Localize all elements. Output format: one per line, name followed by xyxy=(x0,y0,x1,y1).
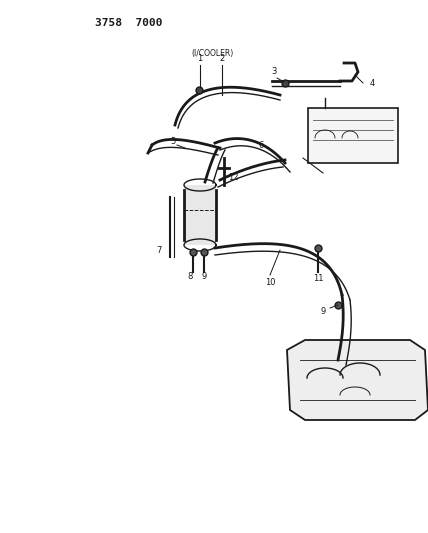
Text: 6: 6 xyxy=(258,141,263,149)
Text: 9: 9 xyxy=(202,272,207,281)
Text: 9: 9 xyxy=(321,308,326,317)
Text: 8: 8 xyxy=(187,272,193,281)
Text: 1: 1 xyxy=(197,54,202,63)
Text: 10: 10 xyxy=(265,278,275,287)
Text: 11: 11 xyxy=(313,274,323,283)
Text: 2: 2 xyxy=(220,54,225,63)
Text: 3: 3 xyxy=(271,67,276,76)
Text: 7: 7 xyxy=(157,246,162,255)
Bar xyxy=(308,108,398,163)
Text: 3758  7000: 3758 7000 xyxy=(95,18,163,28)
Text: (I/COOLER): (I/COOLER) xyxy=(192,49,234,58)
Text: 4: 4 xyxy=(370,78,375,87)
Bar xyxy=(184,185,216,245)
Polygon shape xyxy=(287,340,428,420)
Text: 12: 12 xyxy=(228,174,238,182)
Text: 5: 5 xyxy=(170,138,175,147)
